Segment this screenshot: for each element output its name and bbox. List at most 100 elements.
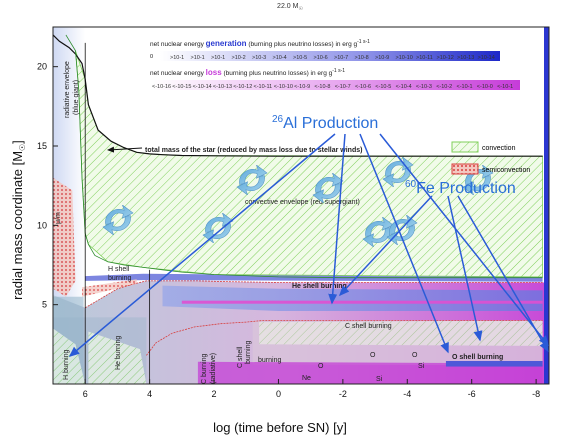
x-tick-label: -2 <box>339 389 347 399</box>
label-side-mark: μ/m <box>55 212 62 224</box>
legend-label-convection: convection <box>482 145 516 152</box>
legend-loss-tick: <-10-9 <box>294 84 310 90</box>
label-total-mass: total mass of the star (reduced by mass … <box>145 147 362 154</box>
annotation-al26-isotope: 26 <box>272 114 284 125</box>
y-axis-label: radial mass coordinate [M☉] <box>10 140 27 300</box>
legend-generation-title: net nuclear energy generation (burning p… <box>150 39 370 48</box>
legend-generation-tick: >10-5 <box>293 55 307 61</box>
label-he-shell: He shell burning <box>292 283 347 290</box>
label-h-shell-2: burning <box>108 275 131 282</box>
y-tick-label: 15 <box>37 141 47 151</box>
annotation-al26: 26Al Production <box>272 114 378 132</box>
production-arrow <box>447 195 483 342</box>
legend-loss-tick: <-10-14 <box>193 84 212 90</box>
legend-loss-tick: <-10-12 <box>233 84 252 90</box>
legend-loss-tick: <-10-2 <box>436 84 452 90</box>
legend-mixing: convection semiconvection <box>451 141 530 175</box>
legend-generation-tick: >10-8 <box>355 55 369 61</box>
production-arrow <box>379 133 549 347</box>
production-arrow <box>457 195 549 353</box>
x-tick-label: -8 <box>532 389 540 399</box>
label-ne: Ne <box>302 375 311 382</box>
legend-generation-tick: >10-12 <box>437 55 454 61</box>
y-axis-label-text: radial mass coordinate [M <box>10 151 25 300</box>
legend-loss-tick: <-10-10 <box>274 84 293 90</box>
legend-loss-tick: <-10-0 <box>477 84 493 90</box>
legend-energy-generation: net nuclear energy generation (burning p… <box>150 39 500 61</box>
legend-loss-tick: <-10-6 <box>355 84 371 90</box>
label-o-3: O <box>412 352 418 359</box>
legend-generation-tick: >10-3 <box>252 55 266 61</box>
legend-generation-bar <box>160 51 500 61</box>
legend-loss-bar <box>150 80 520 90</box>
legend-loss-title: net nuclear energy loss (burning plus ne… <box>150 68 345 77</box>
x-tick-label: 6 <box>83 389 88 399</box>
legend-generation-tick: >10-9 <box>375 55 389 61</box>
legend-swatch-semiconvection <box>451 163 479 175</box>
legend-generation-tick: >10-10 <box>396 55 413 61</box>
production-arrow <box>338 195 433 297</box>
total-mass-curve <box>52 34 543 157</box>
legend-generation-tick: >10-11 <box>416 55 433 61</box>
annotations: 26Al Production 60Fe Production <box>68 114 549 357</box>
legend-generation-tick: >10-2 <box>232 55 246 61</box>
y-axis-label-suffix: ] <box>10 140 25 144</box>
label-burning: burning <box>258 357 281 364</box>
inner-loss-region <box>197 361 543 384</box>
legend-loss-tick: <-10-1 <box>457 84 473 90</box>
annotation-al26-text: Al Production <box>283 115 378 132</box>
production-arrow <box>68 133 336 357</box>
legend-loss-tick: <-10-7 <box>335 84 351 90</box>
label-si-2: Si <box>418 363 425 370</box>
legend-loss-scale: <-10-16 <-10-15 <-10-14 <-10-13 <-10-12 <-10-… <box>152 84 513 90</box>
legend-loss-tick: <-10-8 <box>314 84 330 90</box>
plot-frame <box>52 26 550 385</box>
x-tick-label: 0 <box>276 389 281 399</box>
legend-loss-tick: <-10-15 <box>172 84 191 90</box>
annotation-fe60: 60Fe Production <box>405 179 516 197</box>
annotation-fe60-text: Fe Production <box>416 180 516 197</box>
x-axis-label: log (time before SN) [y] <box>213 420 347 435</box>
svg-text:radial mass coordinate [M☉]: radial mass coordinate [M☉] <box>10 140 27 300</box>
label-radiative-envelope: radiative envelope <box>64 61 71 118</box>
legend-loss-tick: <-10-4 <box>396 84 412 90</box>
label-c-burning-2: (radiative) <box>210 353 217 384</box>
legend-generation-tick: >10-1 <box>170 55 184 61</box>
x-tick-label: -6 <box>468 389 476 399</box>
legend-generation-tick: >10-6 <box>314 55 328 61</box>
legend-loss-tick: <-10-1 <box>497 84 513 90</box>
label-c-burning: C burning <box>201 354 208 384</box>
he-shell-loss-line <box>181 300 543 304</box>
o-shell-band <box>445 360 543 367</box>
edge-band <box>544 27 549 384</box>
convective-c-shell <box>259 320 543 346</box>
label-convective-envelope: convective envelope (red supergiant) <box>245 199 360 206</box>
x-tick-label: -4 <box>403 389 411 399</box>
legend-label-semiconvection: semiconvection <box>482 167 530 174</box>
label-h-burning: H burning <box>63 350 70 380</box>
legend-generation-tick: >10-1 <box>211 55 225 61</box>
y-tick-label: 5 <box>42 300 47 310</box>
production-arrow <box>328 133 346 305</box>
legend-generation-tick: >10-14 <box>478 55 495 61</box>
label-c-shell-vertical: C shell <box>237 346 244 368</box>
label-blue-giant: (blue giant) <box>73 80 80 115</box>
label-o-2: O <box>370 352 376 359</box>
x-ticks: 6 4 2 0 -2 -4 -6 -8 <box>83 379 540 399</box>
total-mass-arrow <box>107 146 143 153</box>
label-c-shell-vertical-2: burning <box>245 341 252 364</box>
y-tick-label: 20 <box>37 62 47 72</box>
legend-generation-tick: >10-4 <box>273 55 287 61</box>
he-shell-burning-band <box>162 285 543 311</box>
legend-generation-tick: >10-13 <box>457 55 474 61</box>
y-axis-sun-symbol: ☉ <box>18 144 27 151</box>
y-ticks: 5 10 15 20 <box>37 62 58 310</box>
legend-generation-first: 0 <box>150 54 153 60</box>
envelope-base-curve <box>65 34 543 279</box>
legend-swatch-convection <box>451 141 479 153</box>
legend-generation-scale: >10-1 >10-1 >10-1 >10-2 >10-3 >10-4 >10-5 >10-6… <box>170 55 495 61</box>
label-c-shell: C shell burning <box>345 323 392 330</box>
convective-core-he <box>88 331 147 384</box>
